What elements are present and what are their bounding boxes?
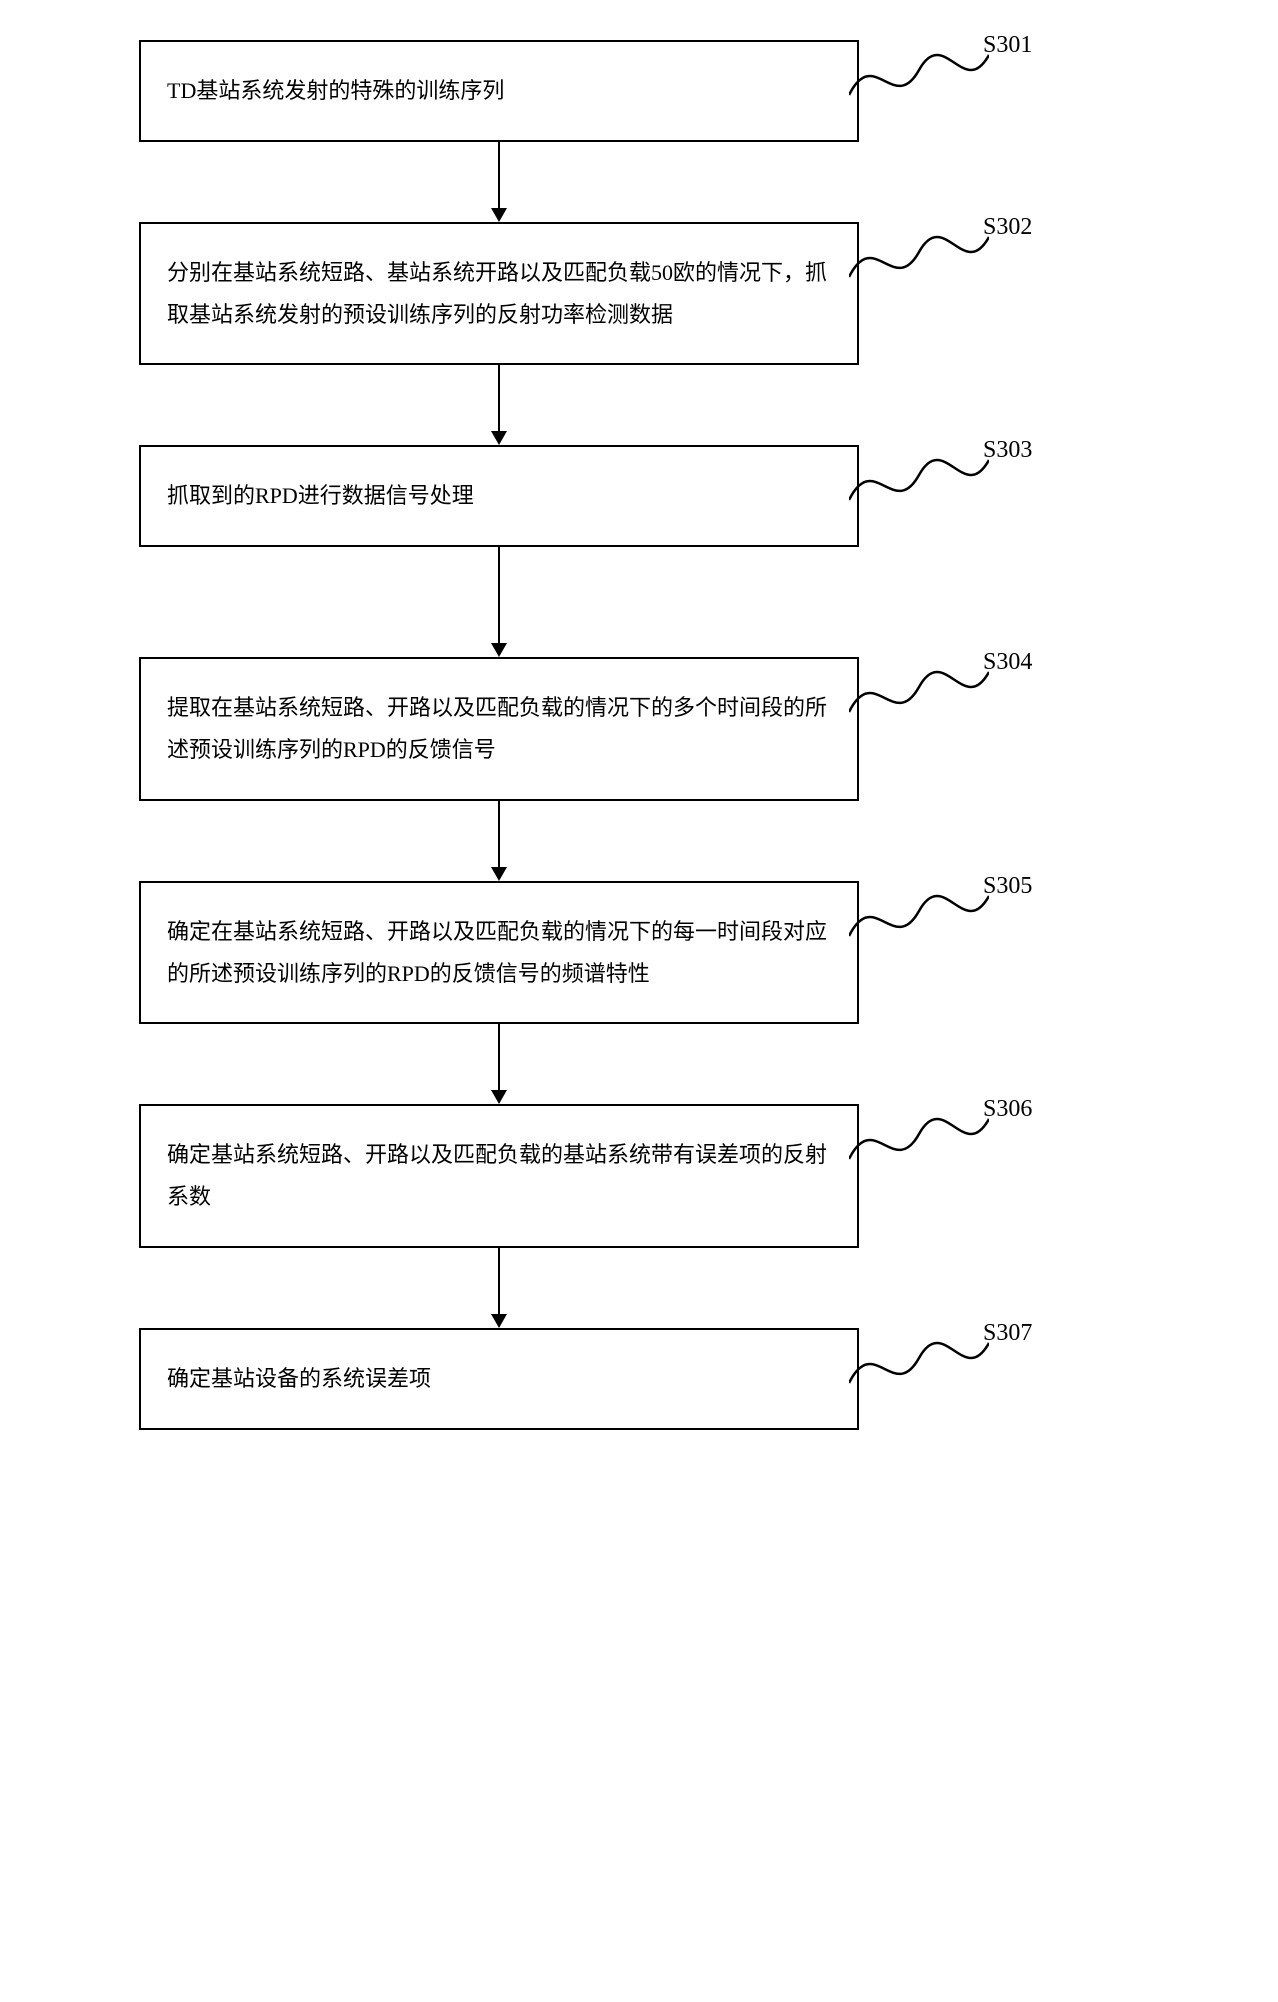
arrow-down-icon bbox=[487, 365, 511, 445]
step-text: 提取在基站系统短路、开路以及匹配负载的情况下的多个时间段的所述预设训练序列的RP… bbox=[167, 687, 831, 771]
arrow-down-icon bbox=[487, 547, 511, 657]
arrow-slot bbox=[139, 1248, 1139, 1328]
step-box-s305: 确定在基站系统短路、开路以及匹配负载的情况下的每一时间段对应的所述预设训练序列的… bbox=[139, 881, 859, 1025]
arrow-slot bbox=[139, 365, 1139, 445]
arrow-slot bbox=[139, 142, 1139, 222]
step-box-s304: 提取在基站系统短路、开路以及匹配负载的情况下的多个时间段的所述预设训练序列的RP… bbox=[139, 657, 859, 801]
step-row: 确定在基站系统短路、开路以及匹配负载的情况下的每一时间段对应的所述预设训练序列的… bbox=[139, 881, 1139, 1025]
step-label: S305 bbox=[983, 873, 1032, 900]
connector-curve-icon bbox=[849, 1323, 989, 1393]
connector-curve-icon bbox=[849, 440, 989, 510]
flowchart-container: TD基站系统发射的特殊的训练序列 S301 分别在基站系统短路、基站系统开路以及… bbox=[139, 40, 1139, 1430]
step-text: 确定在基站系统短路、开路以及匹配负载的情况下的每一时间段对应的所述预设训练序列的… bbox=[167, 911, 831, 995]
step-label-col: S307 bbox=[849, 1328, 1109, 1393]
step-box-s301: TD基站系统发射的特殊的训练序列 bbox=[139, 40, 859, 142]
arrow-slot bbox=[139, 1024, 1139, 1104]
step-label-col: S306 bbox=[849, 1104, 1109, 1169]
step-row: TD基站系统发射的特殊的训练序列 S301 bbox=[139, 40, 1139, 142]
arrow-down-icon bbox=[487, 801, 511, 881]
step-label: S303 bbox=[983, 437, 1032, 464]
connector-curve-icon bbox=[849, 1099, 989, 1169]
step-label: S307 bbox=[983, 1320, 1032, 1347]
step-label-col: S305 bbox=[849, 881, 1109, 946]
step-text: 抓取到的RPD进行数据信号处理 bbox=[167, 475, 831, 517]
connector-curve-icon bbox=[849, 652, 989, 722]
connector-curve-icon bbox=[849, 876, 989, 946]
arrow-slot bbox=[139, 547, 1139, 657]
step-label-col: S304 bbox=[849, 657, 1109, 722]
step-label-col: S302 bbox=[849, 222, 1109, 287]
connector-curve-icon bbox=[849, 35, 989, 105]
step-label: S306 bbox=[983, 1096, 1032, 1123]
step-text: 确定基站系统短路、开路以及匹配负载的基站系统带有误差项的反射系数 bbox=[167, 1134, 831, 1218]
step-row: 抓取到的RPD进行数据信号处理 S303 bbox=[139, 445, 1139, 547]
step-box-s303: 抓取到的RPD进行数据信号处理 bbox=[139, 445, 859, 547]
connector-curve-icon bbox=[849, 217, 989, 287]
arrow-down-icon bbox=[487, 142, 511, 222]
step-box-s306: 确定基站系统短路、开路以及匹配负载的基站系统带有误差项的反射系数 bbox=[139, 1104, 859, 1248]
arrow-down-icon bbox=[487, 1248, 511, 1328]
step-row: 确定基站设备的系统误差项 S307 bbox=[139, 1328, 1139, 1430]
step-text: 分别在基站系统短路、基站系统开路以及匹配负载50欧的情况下，抓取基站系统发射的预… bbox=[167, 252, 831, 336]
step-text: 确定基站设备的系统误差项 bbox=[167, 1358, 831, 1400]
step-label-col: S301 bbox=[849, 40, 1109, 105]
step-row: 提取在基站系统短路、开路以及匹配负载的情况下的多个时间段的所述预设训练序列的RP… bbox=[139, 657, 1139, 801]
step-label: S302 bbox=[983, 214, 1032, 241]
arrow-down-icon bbox=[487, 1024, 511, 1104]
step-text: TD基站系统发射的特殊的训练序列 bbox=[167, 70, 831, 112]
step-row: 确定基站系统短路、开路以及匹配负载的基站系统带有误差项的反射系数 S306 bbox=[139, 1104, 1139, 1248]
arrow-slot bbox=[139, 801, 1139, 881]
step-label: S304 bbox=[983, 649, 1032, 676]
step-box-s307: 确定基站设备的系统误差项 bbox=[139, 1328, 859, 1430]
step-row: 分别在基站系统短路、基站系统开路以及匹配负载50欧的情况下，抓取基站系统发射的预… bbox=[139, 222, 1139, 366]
step-label-col: S303 bbox=[849, 445, 1109, 510]
step-label: S301 bbox=[983, 32, 1032, 59]
step-box-s302: 分别在基站系统短路、基站系统开路以及匹配负载50欧的情况下，抓取基站系统发射的预… bbox=[139, 222, 859, 366]
